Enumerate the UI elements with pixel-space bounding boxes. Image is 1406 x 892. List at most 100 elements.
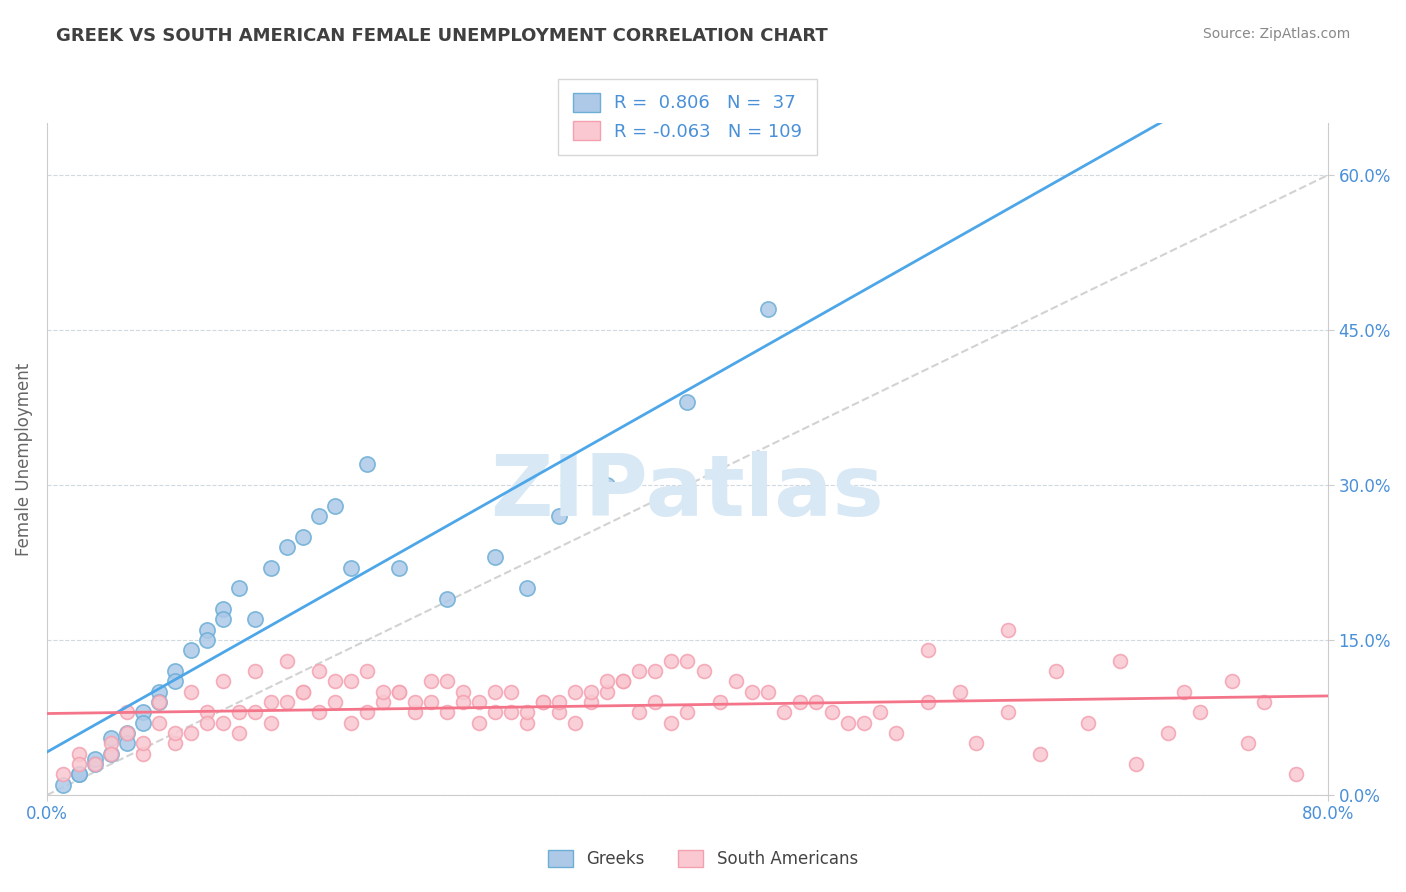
Point bbox=[564, 684, 586, 698]
Point bbox=[276, 540, 298, 554]
Point bbox=[676, 706, 699, 720]
Point bbox=[484, 550, 506, 565]
Point bbox=[1285, 767, 1308, 781]
Point bbox=[163, 664, 186, 678]
Point bbox=[195, 623, 218, 637]
Legend: R =  0.806   N =  37, R = -0.063   N = 109: R = 0.806 N = 37, R = -0.063 N = 109 bbox=[558, 78, 817, 155]
Point bbox=[661, 715, 683, 730]
Point bbox=[323, 695, 346, 709]
Point bbox=[340, 560, 363, 574]
Point bbox=[100, 731, 122, 746]
Point bbox=[228, 582, 250, 596]
Point bbox=[404, 695, 426, 709]
Point bbox=[356, 664, 378, 678]
Point bbox=[644, 695, 666, 709]
Point bbox=[132, 736, 155, 750]
Point bbox=[308, 664, 330, 678]
Point bbox=[180, 726, 202, 740]
Point bbox=[596, 478, 619, 492]
Point bbox=[115, 736, 138, 750]
Point bbox=[132, 715, 155, 730]
Point bbox=[212, 602, 235, 616]
Point bbox=[741, 684, 763, 698]
Point bbox=[1220, 674, 1243, 689]
Point bbox=[323, 499, 346, 513]
Point bbox=[852, 715, 875, 730]
Point bbox=[516, 706, 538, 720]
Point bbox=[884, 726, 907, 740]
Point bbox=[67, 757, 90, 772]
Point bbox=[260, 695, 283, 709]
Point bbox=[1029, 747, 1052, 761]
Point bbox=[949, 684, 972, 698]
Text: Source: ZipAtlas.com: Source: ZipAtlas.com bbox=[1202, 27, 1350, 41]
Point bbox=[260, 715, 283, 730]
Point bbox=[228, 726, 250, 740]
Point bbox=[404, 706, 426, 720]
Point bbox=[484, 684, 506, 698]
Point bbox=[388, 684, 411, 698]
Point bbox=[548, 509, 571, 524]
Point bbox=[453, 695, 475, 709]
Point bbox=[356, 706, 378, 720]
Point bbox=[195, 715, 218, 730]
Text: ZIPatlas: ZIPatlas bbox=[491, 451, 884, 534]
Point bbox=[820, 706, 842, 720]
Point bbox=[373, 684, 395, 698]
Point bbox=[100, 747, 122, 761]
Point bbox=[692, 664, 714, 678]
Point bbox=[292, 684, 315, 698]
Point bbox=[195, 633, 218, 648]
Point bbox=[100, 747, 122, 761]
Point bbox=[228, 706, 250, 720]
Point bbox=[115, 726, 138, 740]
Point bbox=[84, 757, 107, 772]
Point bbox=[212, 715, 235, 730]
Point bbox=[436, 706, 458, 720]
Point bbox=[468, 695, 491, 709]
Point bbox=[804, 695, 827, 709]
Point bbox=[243, 664, 266, 678]
Point bbox=[276, 695, 298, 709]
Point bbox=[501, 706, 523, 720]
Point bbox=[148, 715, 170, 730]
Y-axis label: Female Unemployment: Female Unemployment bbox=[15, 362, 32, 556]
Point bbox=[644, 664, 666, 678]
Point bbox=[148, 684, 170, 698]
Point bbox=[581, 684, 603, 698]
Point bbox=[373, 695, 395, 709]
Point bbox=[1077, 715, 1099, 730]
Point bbox=[612, 674, 634, 689]
Point bbox=[180, 684, 202, 698]
Point bbox=[67, 767, 90, 781]
Point bbox=[1253, 695, 1275, 709]
Point bbox=[84, 757, 107, 772]
Point bbox=[484, 706, 506, 720]
Point bbox=[1125, 757, 1147, 772]
Point bbox=[180, 643, 202, 657]
Point bbox=[212, 674, 235, 689]
Point bbox=[100, 736, 122, 750]
Point bbox=[1173, 684, 1195, 698]
Point bbox=[676, 395, 699, 409]
Point bbox=[132, 747, 155, 761]
Point bbox=[548, 695, 571, 709]
Point bbox=[148, 695, 170, 709]
Point bbox=[276, 654, 298, 668]
Point bbox=[163, 726, 186, 740]
Point bbox=[548, 706, 571, 720]
Point bbox=[1109, 654, 1132, 668]
Point bbox=[388, 684, 411, 698]
Point bbox=[756, 684, 779, 698]
Point bbox=[724, 674, 747, 689]
Text: GREEK VS SOUTH AMERICAN FEMALE UNEMPLOYMENT CORRELATION CHART: GREEK VS SOUTH AMERICAN FEMALE UNEMPLOYM… bbox=[56, 27, 828, 45]
Point bbox=[1045, 664, 1067, 678]
Point bbox=[67, 747, 90, 761]
Point bbox=[148, 695, 170, 709]
Point bbox=[1157, 726, 1180, 740]
Point bbox=[163, 674, 186, 689]
Point bbox=[531, 695, 554, 709]
Point bbox=[756, 302, 779, 317]
Point bbox=[516, 715, 538, 730]
Point bbox=[997, 706, 1019, 720]
